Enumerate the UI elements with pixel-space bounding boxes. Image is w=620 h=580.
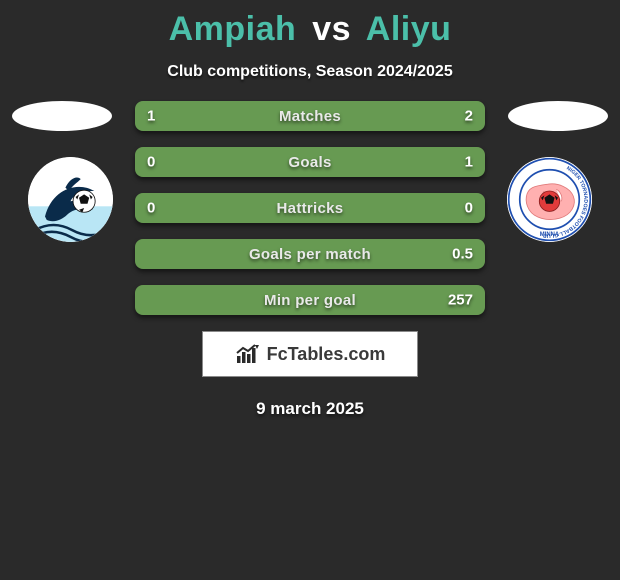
club-logo-right: NIGER TORNADOES FOOTBALL CLUB MINNA — [507, 157, 592, 242]
stat-value-left: 0 — [147, 200, 155, 217]
stat-label: Goals — [288, 154, 331, 171]
player1-name: Ampiah — [169, 10, 297, 48]
stat-value-right: 0 — [465, 200, 473, 217]
vs-label: vs — [312, 10, 351, 48]
stat-label: Hattricks — [277, 200, 344, 217]
stat-value-left: 0 — [147, 154, 155, 171]
stat-row: 0 Hattricks 0 — [135, 193, 485, 223]
stat-row: 0 Goals 1 — [135, 147, 485, 177]
tornadoes-club-icon: NIGER TORNADOES FOOTBALL CLUB MINNA — [507, 157, 592, 242]
country-flag-left — [12, 101, 112, 131]
stat-value-right: 0.5 — [452, 246, 473, 263]
stat-label: Goals per match — [249, 246, 371, 263]
page-title: Ampiah vs Aliyu — [0, 10, 620, 49]
stat-row: Min per goal 257 — [135, 285, 485, 315]
chart-icon — [235, 343, 261, 365]
comparison-card: Ampiah vs Aliyu Club competitions, Seaso… — [0, 0, 620, 419]
stats-table: 1 Matches 2 0 Goals 1 0 Hattricks 0 Goals per mat… — [135, 99, 485, 315]
stat-label: Min per goal — [264, 292, 356, 309]
stat-row: Goals per match 0.5 — [135, 239, 485, 269]
stat-label: Matches — [279, 108, 341, 125]
country-flag-right — [508, 101, 608, 131]
dolphin-club-icon — [28, 157, 113, 242]
stat-value-left: 1 — [147, 108, 155, 125]
stat-value-right: 257 — [448, 292, 473, 309]
brand-box[interactable]: FcTables.com — [202, 331, 418, 377]
stat-value-right: 1 — [465, 154, 473, 171]
badges-row: NIGER TORNADOES FOOTBALL CLUB MINNA 1 Mat… — [0, 99, 620, 315]
subtitle: Club competitions, Season 2024/2025 — [0, 63, 620, 81]
brand-text: FcTables.com — [267, 344, 386, 365]
player2-name: Aliyu — [366, 10, 452, 48]
stat-row: 1 Matches 2 — [135, 101, 485, 131]
match-date: 9 march 2025 — [0, 399, 620, 419]
stat-value-right: 2 — [465, 108, 473, 125]
svg-text:MINNA: MINNA — [540, 232, 560, 238]
club-logo-left — [28, 157, 113, 242]
